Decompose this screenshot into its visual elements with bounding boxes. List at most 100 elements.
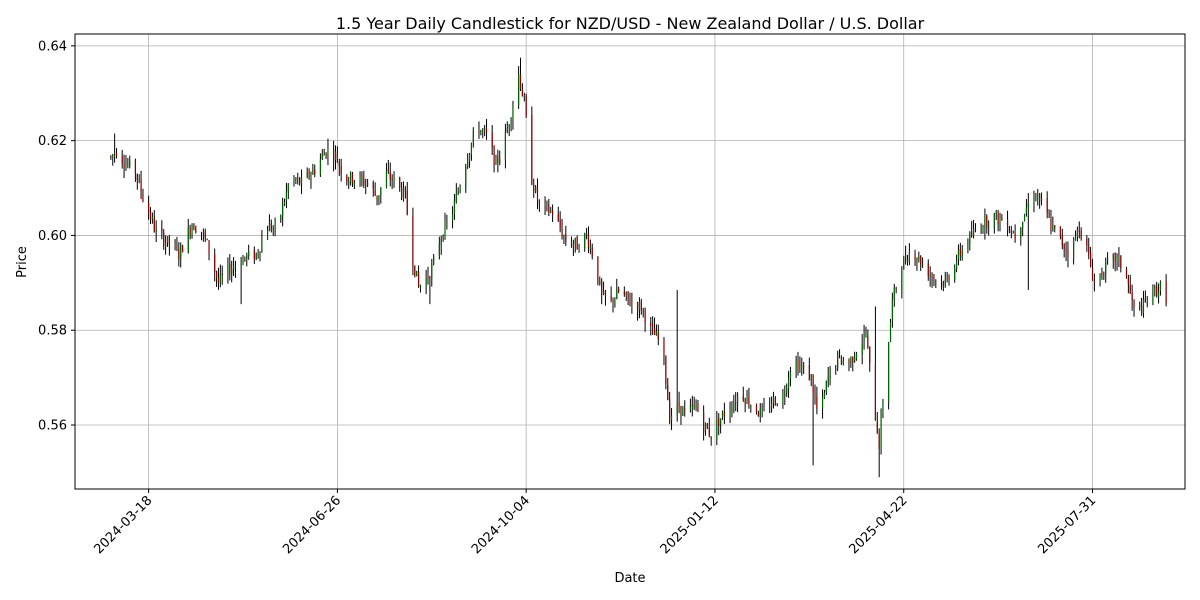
candle-body bbox=[922, 263, 924, 266]
candle-body bbox=[1025, 207, 1028, 213]
candle-body bbox=[406, 190, 408, 215]
candle-body bbox=[916, 260, 918, 262]
candle-body bbox=[946, 276, 948, 279]
candle-body bbox=[312, 169, 314, 175]
candle-body bbox=[1131, 292, 1133, 301]
candle-body bbox=[217, 277, 220, 283]
candle-body bbox=[563, 235, 565, 237]
candle-body bbox=[842, 360, 844, 364]
candle-body bbox=[1059, 226, 1062, 237]
candle-body bbox=[867, 336, 869, 348]
candle-body bbox=[933, 277, 935, 280]
candle-body bbox=[142, 193, 144, 202]
x-tick-label: 2025-04-22 bbox=[847, 493, 911, 557]
candle-body bbox=[1114, 253, 1116, 263]
candle-body bbox=[338, 161, 340, 167]
candle-body bbox=[467, 160, 469, 168]
candle-body bbox=[618, 289, 620, 292]
candle-body bbox=[638, 301, 641, 311]
candle-body bbox=[784, 393, 786, 396]
candle-body bbox=[614, 299, 616, 305]
candle-body bbox=[599, 281, 601, 284]
candle-body bbox=[680, 406, 682, 416]
candle-body bbox=[493, 146, 495, 166]
candle-body bbox=[972, 229, 975, 236]
candle-body bbox=[287, 184, 289, 192]
candle-body bbox=[955, 260, 958, 269]
candle-body bbox=[416, 270, 418, 277]
candle-body bbox=[121, 155, 123, 164]
candle-body bbox=[808, 365, 810, 381]
candle-body bbox=[684, 408, 686, 410]
candle-body bbox=[533, 184, 535, 192]
candle-body bbox=[155, 229, 157, 232]
candle-body bbox=[627, 291, 629, 299]
candle-body bbox=[387, 169, 389, 172]
candle-body bbox=[248, 250, 250, 256]
candle-body bbox=[837, 352, 839, 369]
candle-body bbox=[123, 164, 125, 168]
candle-body bbox=[974, 229, 977, 231]
candle-body bbox=[759, 408, 761, 418]
candle-body bbox=[200, 231, 203, 233]
candle-body bbox=[470, 143, 473, 155]
candle-body bbox=[412, 215, 414, 267]
candle-body bbox=[855, 353, 858, 359]
candle-body bbox=[612, 298, 614, 304]
candle-body bbox=[1159, 281, 1162, 291]
candle-body bbox=[655, 331, 658, 335]
candle-body bbox=[457, 191, 459, 194]
candle-body bbox=[678, 401, 680, 408]
candle-body bbox=[125, 165, 127, 169]
candle-body bbox=[812, 375, 814, 393]
candle-body bbox=[689, 406, 692, 410]
candle-body bbox=[510, 119, 512, 125]
candle-body bbox=[178, 249, 180, 260]
candle-body bbox=[182, 245, 184, 253]
candle-body bbox=[518, 74, 520, 106]
candle-body bbox=[204, 231, 206, 239]
candle-body bbox=[114, 153, 116, 155]
candle-body bbox=[763, 408, 765, 409]
candle-body bbox=[519, 74, 522, 90]
candle-body bbox=[346, 175, 348, 183]
candle-body bbox=[308, 170, 310, 178]
candle-body bbox=[353, 181, 355, 185]
candle-body bbox=[1046, 198, 1048, 213]
candle-body bbox=[321, 154, 323, 160]
candle-body bbox=[548, 204, 550, 213]
candle-body bbox=[148, 202, 150, 213]
candle-body bbox=[193, 224, 195, 231]
candle-body bbox=[776, 404, 778, 405]
candle-body bbox=[906, 259, 909, 263]
candle-body bbox=[1101, 271, 1103, 276]
candle-body bbox=[801, 365, 803, 367]
candle-body bbox=[512, 105, 514, 121]
candle-body bbox=[372, 182, 374, 190]
candle-body bbox=[149, 211, 152, 219]
candle-body bbox=[644, 310, 646, 323]
candle-body bbox=[1065, 249, 1067, 251]
candle-body bbox=[954, 268, 956, 281]
candle-body bbox=[969, 232, 971, 245]
candle-body bbox=[1090, 253, 1092, 267]
candle-body bbox=[465, 166, 467, 188]
candle-body bbox=[451, 214, 454, 221]
candle-body bbox=[623, 291, 625, 295]
candle-body bbox=[693, 404, 695, 408]
candle-body bbox=[495, 157, 497, 165]
candle-body bbox=[261, 239, 263, 252]
candle-body bbox=[244, 256, 246, 258]
x-tick-label: 2024-10-04 bbox=[469, 493, 533, 557]
candle-body bbox=[971, 231, 973, 237]
candle-body bbox=[880, 415, 882, 450]
candle-body bbox=[166, 236, 169, 244]
candle-body bbox=[351, 173, 354, 184]
candle-body bbox=[995, 211, 997, 214]
candle-body bbox=[255, 253, 257, 259]
candle-body bbox=[942, 281, 944, 287]
candle-body bbox=[310, 175, 312, 179]
candle-body bbox=[721, 411, 724, 418]
candle-body bbox=[704, 423, 707, 431]
candle-body bbox=[797, 359, 799, 372]
